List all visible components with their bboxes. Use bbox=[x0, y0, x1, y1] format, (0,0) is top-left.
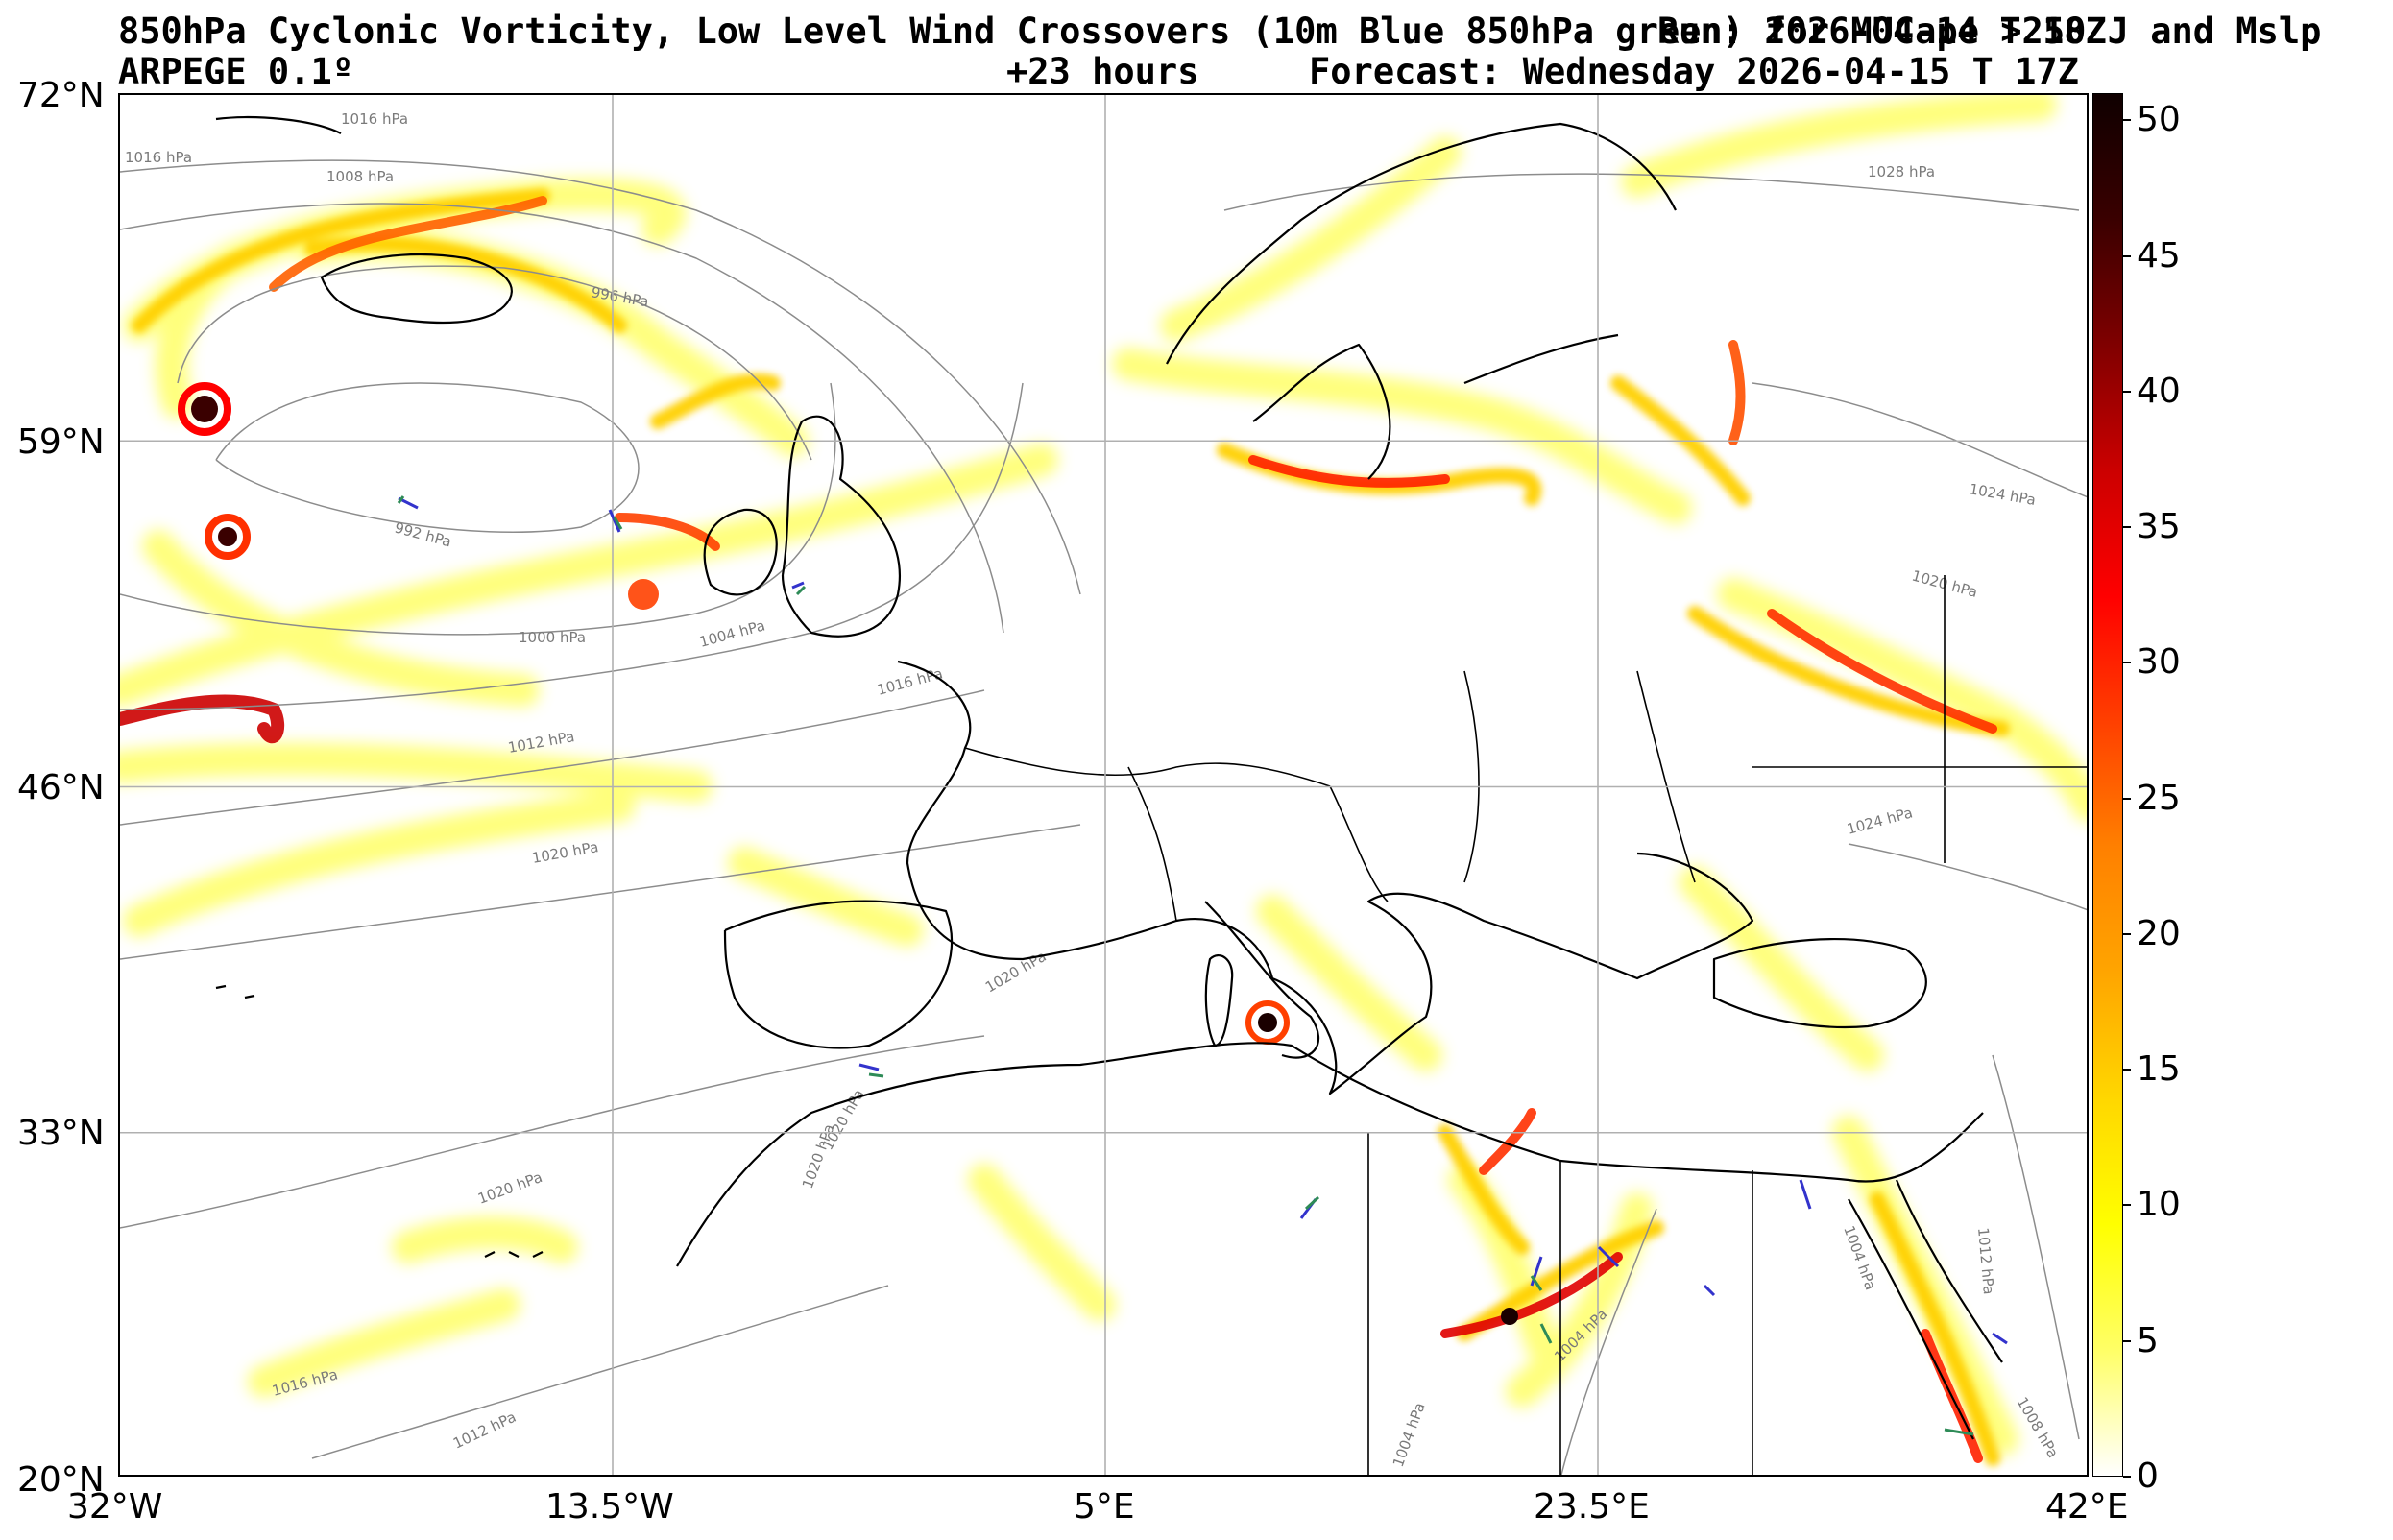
svg-text:1020 hPa: 1020 hPa bbox=[531, 838, 600, 867]
colorbar-tick-mark bbox=[2123, 1339, 2131, 1342]
map-title: 850hPa Cyclonic Vorticity, Low Level Win… bbox=[118, 11, 2322, 52]
colorbar-tick-label: 35 bbox=[2137, 507, 2181, 547]
north-africa-coast bbox=[676, 1042, 1984, 1267]
vorticity-maxima bbox=[178, 382, 1518, 1325]
lead-time: +23 hours bbox=[1006, 51, 1199, 92]
lon-tick-13-5w: 13.5°W bbox=[545, 1487, 674, 1527]
colorbar-tick-label: 25 bbox=[2137, 778, 2181, 818]
colorbar-tick-label: 40 bbox=[2137, 371, 2181, 411]
svg-text:1008 hPa: 1008 hPa bbox=[326, 168, 394, 185]
azores bbox=[215, 984, 255, 999]
colorbar-tick-mark bbox=[2123, 932, 2131, 935]
lon-tick-42e: 42°E bbox=[2045, 1487, 2129, 1527]
isobar-labels: 1016 hPa 1016 hPa 1008 hPa 996 hPa 992 h… bbox=[125, 110, 2062, 1469]
ireland-coast bbox=[703, 508, 778, 596]
vorticity-field bbox=[120, 95, 2087, 1466]
colorbar-tick-mark bbox=[2123, 662, 2131, 664]
svg-text:992 hPa: 992 hPa bbox=[393, 518, 453, 550]
isobars bbox=[120, 159, 2087, 1475]
red-sea-coast bbox=[1848, 1179, 2003, 1440]
great-britain-coast bbox=[781, 415, 901, 638]
colorbar-tick-label: 5 bbox=[2137, 1320, 2159, 1360]
colorbar-tick-mark bbox=[2123, 390, 2131, 393]
svg-text:1028 hPa: 1028 hPa bbox=[1868, 163, 1935, 180]
colorbar-tick-label: 0 bbox=[2137, 1456, 2159, 1496]
run-time: Run: 2026-04-14 T 18Z bbox=[1657, 11, 2107, 52]
model-name: ARPEGE 0.1º bbox=[118, 51, 354, 92]
colorbar-tick-mark bbox=[2123, 1476, 2131, 1478]
colorbar-tick-label: 10 bbox=[2137, 1185, 2181, 1225]
lon-tick-5e: 5°E bbox=[1074, 1487, 1135, 1527]
svg-text:1024 hPa: 1024 hPa bbox=[1845, 804, 1914, 838]
svg-text:1016 hPa: 1016 hPa bbox=[341, 110, 408, 128]
europe-mainland-coast bbox=[897, 660, 1754, 1095]
iceland-coast bbox=[320, 253, 513, 325]
black-sea-coast bbox=[1712, 938, 1927, 1029]
svg-text:1020 hPa: 1020 hPa bbox=[475, 1168, 544, 1208]
svg-text:1000 hPa: 1000 hPa bbox=[519, 629, 586, 646]
svg-text:1024 hPa: 1024 hPa bbox=[1968, 480, 2037, 509]
svg-text:1004 hPa: 1004 hPa bbox=[1390, 1400, 1429, 1469]
lon-tick-32w: 32°W bbox=[67, 1487, 163, 1527]
colorbar-tick-label: 20 bbox=[2137, 913, 2181, 953]
coastlines-and-borders bbox=[215, 116, 2087, 1475]
canary-islands bbox=[484, 1251, 544, 1258]
lat-tick-33n: 33°N bbox=[17, 1114, 105, 1153]
colorbar-tick-label: 15 bbox=[2137, 1049, 2181, 1090]
forecast-valid-time: Forecast: Wednesday 2026-04-15 T 17Z bbox=[1309, 51, 2079, 92]
colorbar-tick-mark bbox=[2123, 254, 2131, 257]
svg-text:1004 hPa: 1004 hPa bbox=[1840, 1223, 1879, 1292]
lat-tick-20n: 20°N bbox=[17, 1460, 105, 1500]
wind-crossovers bbox=[397, 495, 2008, 1436]
svg-text:1016 hPa: 1016 hPa bbox=[125, 149, 192, 166]
svg-text:1008 hPa: 1008 hPa bbox=[2014, 1394, 2063, 1461]
colorbar-tick-label: 50 bbox=[2137, 100, 2181, 140]
svg-text:1016 hPa: 1016 hPa bbox=[875, 664, 944, 699]
sardinia-corsica bbox=[1204, 954, 1234, 1047]
map-canvas: 1016 hPa 1016 hPa 1008 hPa 996 hPa 992 h… bbox=[120, 95, 2087, 1475]
greenland-coast bbox=[215, 116, 342, 134]
svg-text:1020 hPa: 1020 hPa bbox=[982, 948, 1050, 997]
lat-tick-72n: 72°N bbox=[17, 76, 105, 115]
gridlines bbox=[120, 95, 2087, 1475]
svg-text:1012 hPa: 1012 hPa bbox=[507, 728, 576, 757]
country-borders bbox=[964, 575, 2087, 1475]
colorbar-tick-mark bbox=[2123, 1204, 2131, 1207]
colorbar bbox=[2092, 93, 2123, 1477]
lat-tick-46n: 46°N bbox=[17, 768, 105, 807]
svg-text:1012 hPa: 1012 hPa bbox=[450, 1408, 519, 1453]
map-area[interactable]: 1016 hPa 1016 hPa 1008 hPa 996 hPa 992 h… bbox=[118, 93, 2089, 1477]
colorbar-tick-label: 45 bbox=[2137, 235, 2181, 276]
colorbar-tick-mark bbox=[2123, 797, 2131, 800]
svg-text:1012 hPa: 1012 hPa bbox=[1974, 1227, 1997, 1295]
iberia-coast bbox=[723, 900, 954, 1049]
colorbar-tick-mark bbox=[2123, 119, 2131, 122]
lon-tick-23-5e: 23.5°E bbox=[1534, 1487, 1650, 1527]
lat-tick-59n: 59°N bbox=[17, 422, 105, 462]
colorbar-tick-label: 30 bbox=[2137, 642, 2181, 683]
colorbar-tick-mark bbox=[2123, 526, 2131, 529]
colorbar-tick-mark bbox=[2123, 1069, 2131, 1071]
